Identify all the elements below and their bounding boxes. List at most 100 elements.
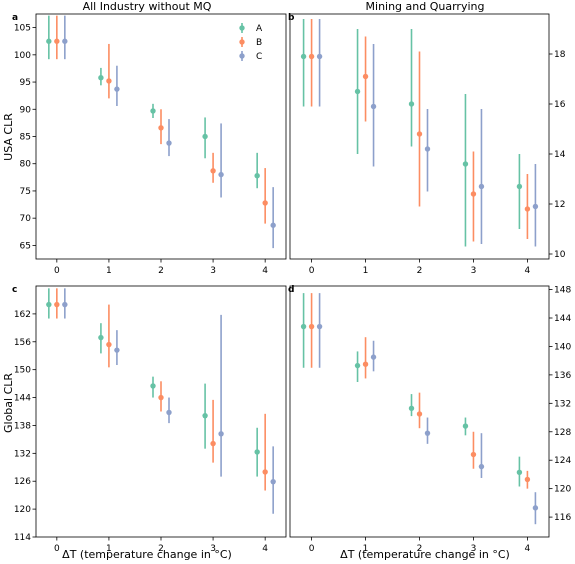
data-point-B [524, 206, 531, 212]
y-tick-label: 70 [20, 214, 32, 224]
data-point-B [362, 73, 369, 80]
data-point-B [416, 411, 423, 417]
data-point-A [202, 133, 208, 140]
y-tick-label: 18 [554, 50, 566, 60]
data-point-B [416, 131, 423, 137]
x-tick-label: 0 [309, 266, 315, 276]
panel-letter: d [288, 285, 294, 295]
column-title-right: Mining and Quarrying [366, 0, 485, 13]
data-point-A [354, 88, 361, 95]
data-point-C [114, 86, 120, 92]
data-point-A [300, 53, 307, 60]
panel-letter: b [288, 13, 295, 23]
legend-label-A: A [256, 24, 263, 34]
y-tick-label: 80 [20, 160, 32, 170]
data-point-A [408, 405, 415, 412]
y-tick-label: 144 [554, 314, 571, 324]
legend-label-B: B [256, 38, 262, 48]
data-point-B [470, 451, 477, 458]
data-point-A [516, 183, 523, 190]
data-point-C [532, 505, 539, 511]
y-tick-label: 150 [14, 366, 31, 376]
y-tick-label: 16 [554, 100, 566, 110]
data-point-A [46, 301, 52, 308]
data-point-A [202, 412, 208, 419]
y-tick-label: 132 [554, 399, 571, 409]
x-tick-label: 1 [106, 544, 112, 554]
data-point-A [254, 173, 260, 179]
x-tick-label: 4 [262, 266, 268, 276]
data-point-A [46, 38, 52, 44]
data-point-B [362, 361, 369, 367]
y-tick-label: 12 [554, 200, 565, 210]
x-tick-label: 4 [525, 544, 531, 554]
y-tick-label: 126 [14, 477, 31, 487]
data-point-C [532, 203, 539, 210]
x-axis-label-right: ΔT (temperature change in °C) [340, 548, 510, 561]
data-point-B [54, 301, 60, 308]
row-label-top: USA CLR [2, 113, 15, 161]
data-point-B [262, 200, 268, 206]
data-point-A [254, 449, 260, 455]
legend-label-C: C [256, 52, 262, 62]
x-tick-label: 1 [363, 266, 369, 276]
data-point-C [478, 463, 485, 470]
data-point-B [308, 323, 315, 330]
x-tick-label: 1 [363, 544, 369, 554]
data-point-C [62, 301, 68, 308]
x-tick-label: 3 [210, 266, 216, 276]
y-tick-label: 75 [20, 187, 31, 197]
data-point-A [300, 323, 307, 330]
data-point-A [354, 362, 361, 369]
data-point-C [114, 347, 120, 353]
y-tick-label: 10 [554, 250, 566, 260]
row-label-bottom: Global CLR [2, 373, 15, 433]
data-point-A [462, 423, 469, 429]
panel-letter: a [12, 13, 18, 23]
y-tick-label: 14 [554, 150, 566, 160]
data-point-C [424, 146, 431, 152]
x-tick-label: 1 [106, 266, 112, 276]
data-point-C [478, 183, 485, 190]
data-point-A [98, 75, 104, 81]
data-point-C [316, 53, 323, 60]
data-point-A [150, 108, 156, 114]
x-tick-label: 2 [158, 266, 164, 276]
legend-marker-A [239, 25, 245, 31]
data-point-C [370, 354, 377, 360]
data-point-B [524, 476, 531, 483]
data-point-C [270, 478, 276, 485]
data-point-B [210, 168, 216, 174]
data-point-B [470, 191, 477, 197]
y-tick-label: 144 [14, 394, 31, 404]
data-point-A [150, 383, 156, 389]
panel-letter: c [12, 285, 17, 295]
data-point-C [424, 430, 431, 436]
data-point-C [316, 323, 323, 330]
panel-d: d 0 1 2 3 4 116 120 124 128 132 136 140 144 148 [288, 285, 571, 554]
x-tick-label: 3 [210, 544, 216, 554]
data-point-B [158, 394, 164, 401]
y-tick-label: 132 [14, 449, 31, 459]
y-tick-label: 138 [14, 421, 31, 431]
y-tick-label: 95 [20, 78, 31, 88]
y-tick-label: 114 [14, 533, 31, 543]
x-tick-label: 2 [417, 266, 423, 276]
data-point-B [308, 53, 315, 60]
y-tick-label: 148 [554, 286, 571, 296]
y-tick-label: 116 [554, 513, 571, 523]
y-tick-label: 120 [14, 505, 31, 515]
y-tick-label: 124 [554, 456, 571, 466]
y-tick-label: 100 [14, 51, 31, 61]
data-point-C [218, 431, 224, 437]
legend-marker-C [239, 53, 245, 59]
legend-marker-B [239, 39, 245, 45]
x-tick-label: 0 [54, 544, 60, 554]
data-point-C [218, 171, 224, 178]
data-point-C [166, 409, 172, 416]
data-point-B [158, 125, 164, 131]
y-tick-label: 140 [554, 342, 571, 352]
panel-c: c 0 1 2 3 4 114 120 126 132 138 144 150 156 162 [12, 285, 287, 554]
